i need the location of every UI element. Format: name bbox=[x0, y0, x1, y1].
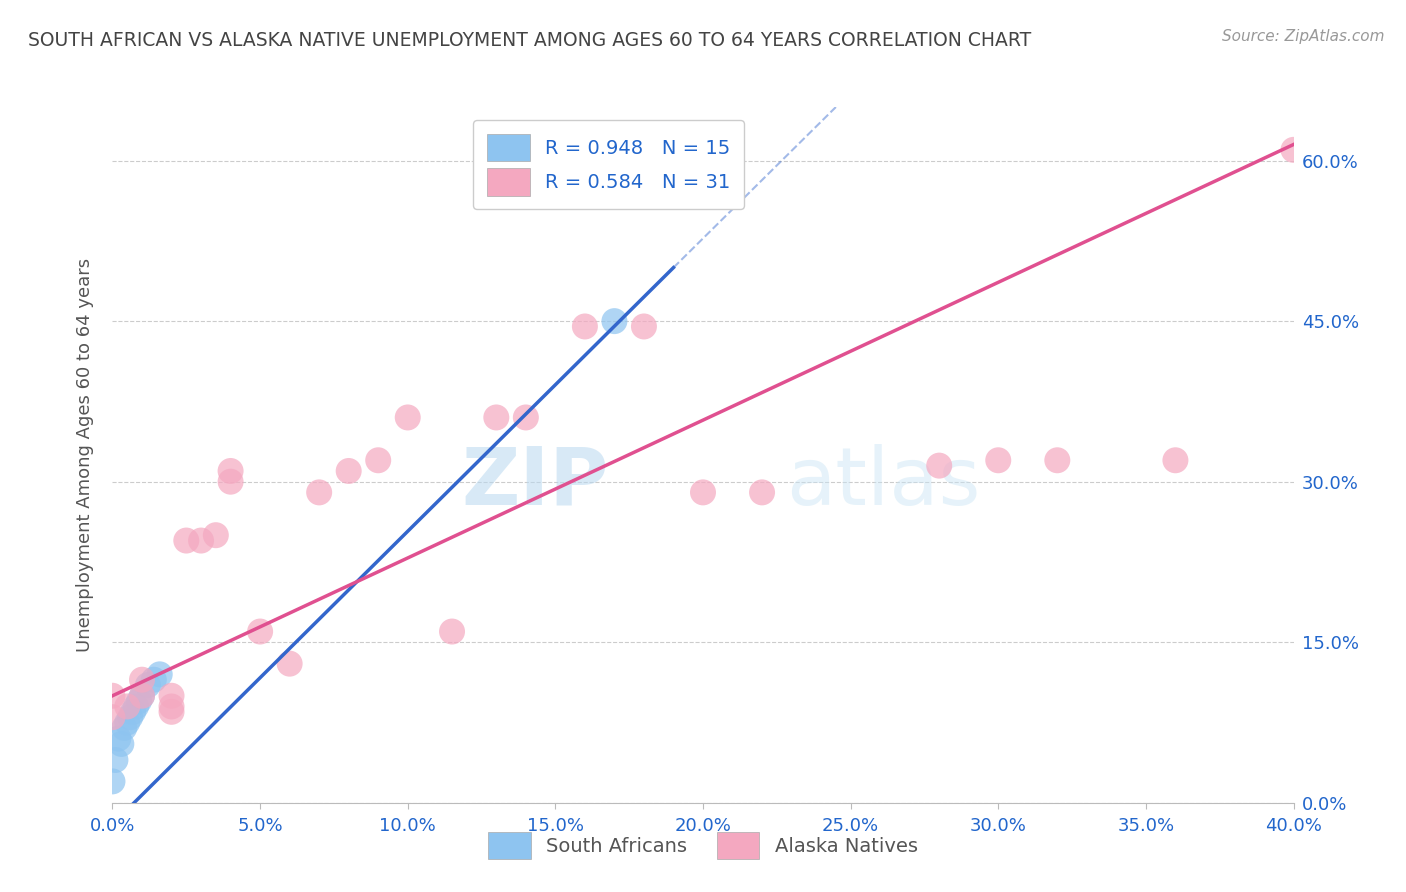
Point bbox=[149, 667, 172, 681]
Point bbox=[205, 528, 228, 542]
Point bbox=[485, 410, 508, 425]
Point bbox=[249, 624, 271, 639]
Point bbox=[136, 678, 159, 692]
Point bbox=[633, 319, 655, 334]
Point bbox=[131, 689, 153, 703]
Point bbox=[142, 673, 165, 687]
Point bbox=[117, 699, 138, 714]
Point bbox=[219, 475, 242, 489]
Point bbox=[128, 694, 150, 708]
Point bbox=[117, 715, 138, 730]
Point bbox=[515, 410, 537, 425]
Point bbox=[107, 731, 129, 746]
Point bbox=[160, 705, 183, 719]
Point bbox=[928, 458, 950, 473]
Point bbox=[603, 314, 626, 328]
Point bbox=[131, 673, 153, 687]
Text: SOUTH AFRICAN VS ALASKA NATIVE UNEMPLOYMENT AMONG AGES 60 TO 64 YEARS CORRELATIO: SOUTH AFRICAN VS ALASKA NATIVE UNEMPLOYM… bbox=[28, 31, 1032, 50]
Text: ZIP: ZIP bbox=[461, 443, 609, 522]
Point bbox=[104, 753, 127, 767]
Point bbox=[160, 699, 183, 714]
Point bbox=[110, 737, 132, 751]
Point bbox=[219, 464, 242, 478]
Point bbox=[1282, 143, 1305, 157]
Point bbox=[308, 485, 330, 500]
Point bbox=[101, 689, 124, 703]
Point bbox=[1164, 453, 1187, 467]
Text: atlas: atlas bbox=[786, 443, 980, 522]
Point bbox=[367, 453, 389, 467]
Legend: South Africans, Alaska Natives: South Africans, Alaska Natives bbox=[474, 818, 932, 873]
Point bbox=[101, 710, 124, 724]
Point bbox=[174, 533, 197, 548]
Point bbox=[190, 533, 212, 548]
Point bbox=[160, 689, 183, 703]
Point bbox=[396, 410, 419, 425]
Point bbox=[112, 721, 135, 735]
Point bbox=[1046, 453, 1069, 467]
Point bbox=[441, 624, 464, 639]
Text: Source: ZipAtlas.com: Source: ZipAtlas.com bbox=[1222, 29, 1385, 44]
Point bbox=[337, 464, 360, 478]
Point bbox=[278, 657, 301, 671]
Point bbox=[125, 699, 148, 714]
Point bbox=[101, 774, 124, 789]
Point bbox=[574, 319, 596, 334]
Point bbox=[120, 710, 142, 724]
Point bbox=[751, 485, 773, 500]
Y-axis label: Unemployment Among Ages 60 to 64 years: Unemployment Among Ages 60 to 64 years bbox=[76, 258, 94, 652]
Point bbox=[692, 485, 714, 500]
Point bbox=[122, 705, 145, 719]
Point bbox=[987, 453, 1010, 467]
Point bbox=[131, 689, 153, 703]
